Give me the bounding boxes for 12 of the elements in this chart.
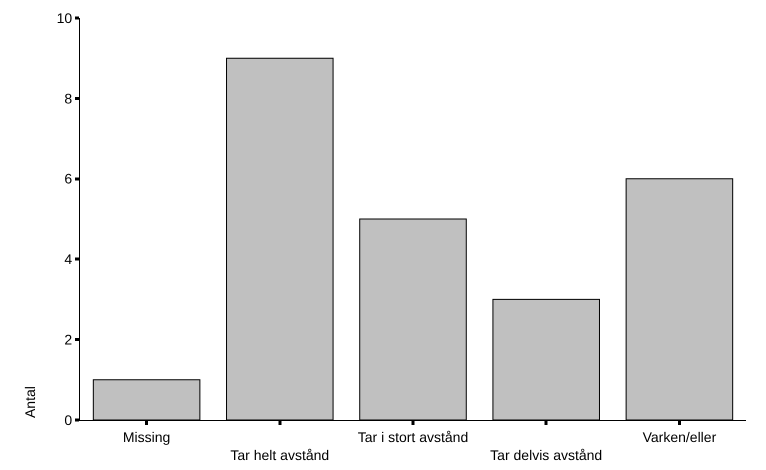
y-tick-label: 10 xyxy=(56,10,72,26)
x-tick-label: Varken/eller xyxy=(642,428,717,445)
y-tick-label: 0 xyxy=(64,412,72,428)
x-tick-label: Tar helt avstånd xyxy=(230,447,330,463)
x-tick-label: Missing xyxy=(122,428,170,445)
y-tick-label: 4 xyxy=(64,251,72,268)
y-tick-label: 2 xyxy=(64,332,72,348)
y-axis-title: Antal xyxy=(22,386,38,418)
y-tick-label: 6 xyxy=(64,170,72,187)
y-tick-label: 8 xyxy=(64,90,72,106)
x-tick-label: Tar delvis avstånd xyxy=(490,447,602,463)
x-tick-label: Tar i stort avstånd xyxy=(358,428,468,445)
